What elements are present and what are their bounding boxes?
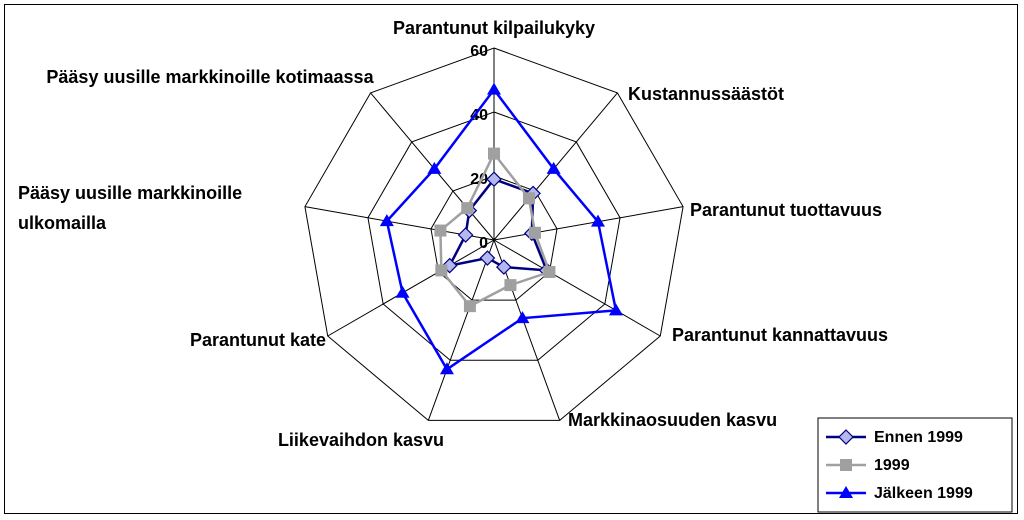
marker [590, 214, 605, 227]
spoke [327, 239, 495, 337]
spoke [493, 239, 661, 337]
category-label: Parantunut kannattavuus [672, 325, 889, 345]
marker [379, 214, 394, 227]
marker [439, 362, 454, 375]
marker [435, 264, 448, 277]
marker [487, 82, 501, 95]
marker [395, 285, 410, 298]
grid-ring [367, 111, 621, 361]
marker [463, 300, 476, 313]
legend-label: 1999 [874, 457, 910, 474]
marker [434, 224, 447, 237]
grid-ring [430, 175, 558, 301]
marker [427, 161, 442, 174]
marker [515, 311, 530, 324]
chart-frame [4, 4, 1018, 514]
category-label: Kustannussäästöt [628, 84, 785, 104]
category-label: Parantunut kate [189, 330, 326, 350]
marker [461, 202, 474, 215]
grid-ring [304, 47, 684, 421]
marker [486, 171, 502, 188]
marker [838, 429, 854, 445]
category-label: Markkinaosuuden kasvu [568, 410, 778, 430]
category-label: Liikevaihdon kasvu [277, 430, 444, 450]
marker [839, 486, 853, 498]
series-line [439, 152, 552, 308]
marker [479, 250, 496, 266]
marker [840, 459, 852, 471]
marker [546, 161, 561, 174]
marker [496, 259, 512, 275]
marker [504, 279, 517, 292]
marker [522, 192, 535, 205]
marker [608, 303, 623, 316]
category-label: Parantunut tuottavuus [690, 200, 882, 220]
legend-label: Jälkeen 1999 [874, 485, 973, 502]
y-tick-label: 0 [479, 235, 488, 252]
y-tick-label: 60 [470, 43, 488, 60]
y-tick-label: 40 [470, 107, 488, 124]
category-label: Pääsy uusille markkinoille ulkomailla [18, 183, 243, 233]
category-label: Pääsy uusille markkinoille kotimaassa [46, 67, 374, 87]
spoke [427, 239, 495, 421]
marker [457, 227, 474, 243]
marker [543, 266, 556, 278]
category-label: Parantunut kilpailukyky [392, 18, 596, 38]
marker [488, 147, 500, 160]
marker [528, 226, 541, 239]
series-line [385, 88, 618, 372]
legend-label: Ennen 1999 [874, 429, 963, 446]
